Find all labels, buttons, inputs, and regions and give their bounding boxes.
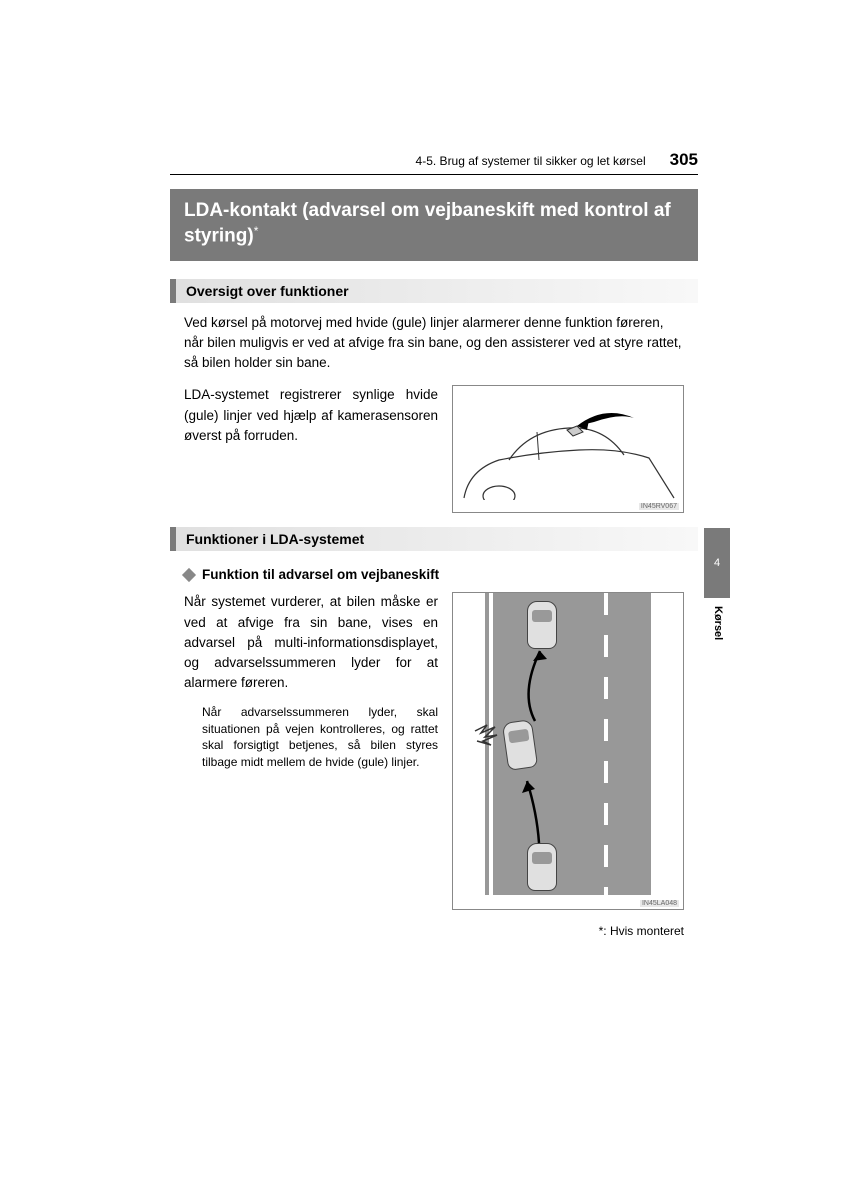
title-banner: LDA-kontakt (advarsel om vejbaneskift me… [170, 189, 698, 261]
lane-diagram: IN45LA048 [452, 592, 684, 910]
warning-burst-icon [467, 711, 507, 751]
diamond-icon [182, 568, 196, 582]
road-surface [485, 593, 651, 895]
car-middle [502, 720, 538, 772]
lane-departure-para2: Når advarselssummeren lyder, skal situat… [184, 704, 438, 771]
image-code-2: IN45LA048 [640, 900, 679, 907]
overview-intro: Ved kørsel på motorvej med hvide (gule) … [170, 313, 698, 386]
arrow-upper [515, 643, 555, 723]
manual-page: 4-5. Brug af systemer til sikker og let … [0, 0, 848, 998]
sensor-row: LDA-systemet registrerer synlige hvide (… [170, 385, 698, 513]
functions-heading: Funktioner i LDA-systemet [170, 527, 698, 551]
subheading-text: Funktion til advarsel om vejbaneskift [202, 567, 439, 582]
camera-diagram: IN45RV067 [452, 385, 684, 513]
overview-heading: Oversigt over funktioner [170, 279, 698, 303]
section-label: 4-5. Brug af systemer til sikker og let … [416, 154, 646, 168]
lane-departure-row: Når systemet vurderer, at bilen måske er… [170, 592, 698, 910]
image-code-1: IN45RV067 [639, 503, 679, 510]
lane-departure-subheading: Funktion til advarsel om vejbaneskift [170, 561, 698, 592]
car-bottom [527, 843, 557, 891]
page-number: 305 [670, 150, 698, 170]
lane-departure-para1: Når systemet vurderer, at bilen måske er… [184, 592, 438, 693]
car-side-illustration [459, 410, 679, 500]
page-header: 4-5. Brug af systemer til sikker og let … [170, 150, 698, 175]
footnote: *: Hvis monteret [170, 924, 698, 938]
sensor-text: LDA-systemet registrerer synlige hvide (… [184, 385, 438, 513]
dashed-lane-line [604, 593, 608, 895]
arrow-lower [519, 773, 549, 845]
car-top [527, 601, 557, 649]
title-asterisk: * [254, 224, 259, 238]
